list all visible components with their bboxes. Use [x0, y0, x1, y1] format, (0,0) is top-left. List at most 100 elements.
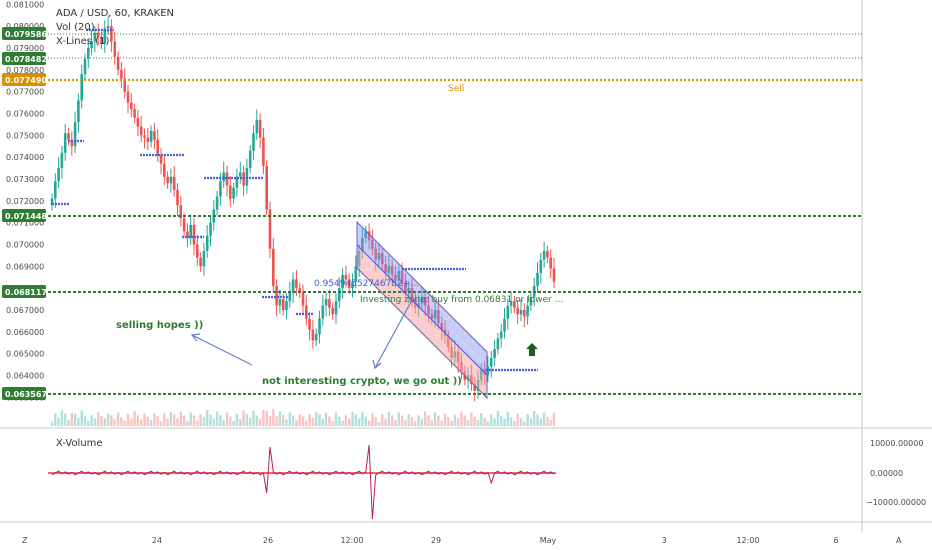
candle-body: [106, 26, 110, 29]
volume-bar: [542, 412, 546, 426]
candle-body: [377, 253, 381, 260]
candle-body: [311, 329, 315, 341]
volume-bar: [73, 413, 77, 426]
y-tick-label: 0.071000: [6, 219, 44, 228]
candle-body: [219, 181, 222, 197]
volume-bar: [268, 415, 272, 426]
candle-body: [367, 231, 371, 241]
volume-bar: [351, 411, 354, 426]
volume-bar: [407, 414, 410, 426]
candle-body: [100, 37, 103, 44]
level-tag-0-077490: 0.077490: [2, 73, 47, 86]
candle-body: [493, 349, 496, 358]
corner-left-icon[interactable]: Z: [22, 536, 28, 545]
volume-bar: [93, 418, 97, 426]
volume-bar: [166, 418, 169, 426]
volume-bar: [245, 413, 249, 426]
x-axis-ticks: 24 26 12:00 29 May 3 12:00 6: [152, 536, 839, 545]
x-volume-line: [51, 444, 555, 520]
candle-body: [513, 301, 516, 308]
volume-bar: [301, 416, 305, 426]
svg-text:0.077490: 0.077490: [5, 76, 47, 85]
candle-body: [341, 275, 344, 289]
candle-body: [437, 310, 440, 324]
volume-bar: [140, 419, 143, 426]
candle-body: [308, 318, 311, 330]
candle-body: [430, 314, 434, 319]
volume-bar: [357, 418, 361, 426]
candlestick-series: [50, 15, 556, 402]
volume-bar: [110, 415, 113, 426]
volume-bar: [463, 415, 466, 426]
volume-bar: [473, 416, 476, 426]
candle-body: [156, 139, 159, 155]
volume-bar: [182, 415, 186, 426]
candle-body: [539, 259, 543, 273]
volume-bars: [50, 409, 556, 426]
svg-text:0.079586: 0.079586: [5, 30, 47, 39]
volume-bar: [298, 414, 301, 426]
candle-body: [90, 41, 93, 48]
candle-body: [50, 198, 54, 206]
volume-bar: [404, 420, 407, 426]
chart-title: ADA / USD, 60, KRAKEN: [56, 8, 174, 19]
volume-bar: [156, 416, 159, 426]
volume-bar: [374, 417, 377, 426]
candle-body: [166, 176, 169, 184]
volume-bar: [70, 412, 73, 426]
y-tick-label: 0.081000: [6, 0, 44, 9]
volume-bar: [153, 413, 156, 426]
y-tick-label: 0.066000: [6, 328, 44, 337]
x-tick-label: 12:00: [340, 536, 363, 545]
candle-body: [172, 176, 176, 190]
corner-right-icon[interactable]: A: [896, 536, 902, 545]
channel-lower-band: [356, 243, 488, 400]
volume-bar: [106, 413, 110, 426]
candle-body: [374, 248, 377, 260]
volume-bar: [506, 411, 509, 426]
candle-body: [222, 172, 225, 182]
volume-bar: [176, 418, 179, 426]
candle-body: [169, 176, 173, 184]
candle-body: [331, 307, 334, 315]
candle-body: [205, 235, 209, 251]
candle-body: [120, 69, 123, 79]
volume-bar: [533, 411, 536, 426]
volume-bar: [387, 411, 391, 426]
volume-bar: [120, 417, 123, 426]
arrow-go-out: [374, 299, 413, 369]
volume-bar: [552, 412, 556, 426]
annotation-investing-zone: Investing zone: buy from 0.06831 or lowe…: [360, 295, 563, 305]
volume-bar: [397, 412, 400, 426]
volume-bar: [476, 420, 480, 426]
svg-text:0.068117: 0.068117: [5, 288, 47, 297]
volume-bar: [60, 410, 64, 426]
candle-body: [163, 163, 166, 177]
candle-body: [235, 176, 239, 188]
candle-body: [344, 275, 348, 280]
y-tick-label: 0.070000: [6, 241, 44, 250]
x-lines: [52, 28, 538, 372]
candle-body: [159, 155, 163, 164]
candle-body: [96, 32, 100, 38]
candle-body: [136, 117, 140, 127]
volume-bar: [450, 421, 453, 426]
volume-bar: [509, 417, 513, 426]
volume-bar: [500, 415, 503, 426]
volume-bar: [443, 413, 447, 426]
volume-bar: [199, 414, 202, 426]
arrow-selling-hopes: [191, 334, 253, 366]
volume-bar: [384, 418, 387, 426]
volume-bar: [308, 414, 311, 426]
candle-body: [268, 209, 272, 249]
volume-bar: [57, 417, 60, 426]
volume-bar: [126, 414, 130, 426]
candle-body: [229, 185, 232, 199]
volume-bar: [215, 411, 219, 426]
volume-bar: [348, 418, 351, 426]
volume-bar: [381, 414, 384, 426]
candle-body: [291, 279, 295, 293]
candle-body: [549, 257, 552, 269]
candle-body: [496, 338, 500, 350]
candle-body: [77, 100, 80, 123]
